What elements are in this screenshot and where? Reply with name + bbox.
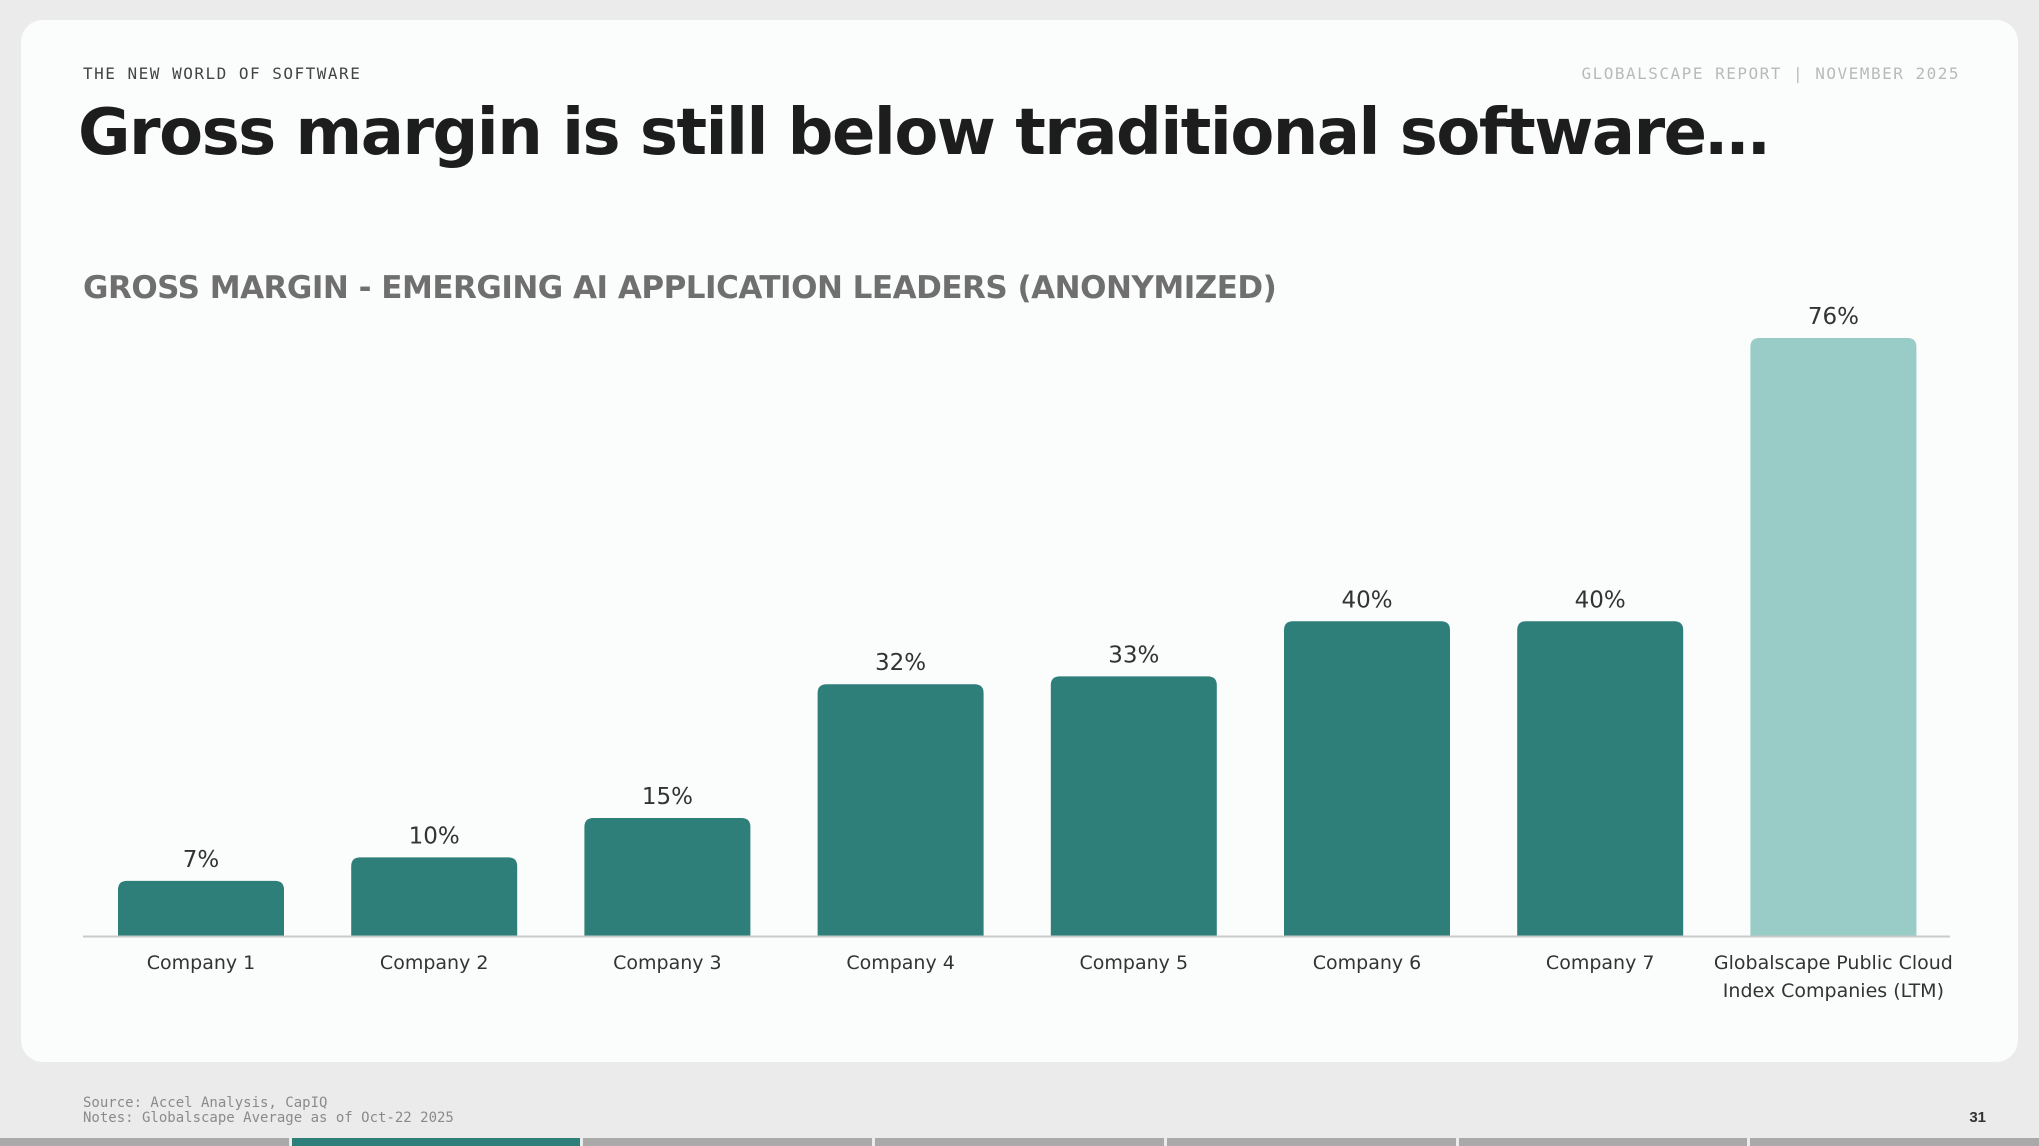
notes-note: Notes: Globalscape Average as of Oct-22 … — [83, 1110, 454, 1126]
category-label-line: Company 5 — [1080, 952, 1189, 974]
bar-8 — [1750, 338, 1917, 936]
category-label-line: Index Companies (LTM) — [1723, 980, 1944, 1002]
value-label-6: 40% — [1341, 587, 1392, 613]
value-label-7: 40% — [1575, 587, 1626, 613]
progress-segment-1[interactable] — [0, 1138, 289, 1146]
page-title: Gross margin is still below traditional … — [78, 96, 1770, 170]
category-label-6: Company 6 — [1313, 952, 1422, 974]
source-note: Source: Accel Analysis, CapIQ — [83, 1095, 328, 1111]
bar-5 — [1050, 676, 1217, 936]
category-label-line: Company 1 — [147, 952, 256, 974]
progress-segment-7[interactable] — [1750, 1138, 2039, 1146]
progress-segment-6[interactable] — [1458, 1138, 1748, 1146]
progress-segment-2[interactable] — [291, 1138, 581, 1146]
slide-progress-bar — [0, 1138, 2039, 1146]
category-label-line: Company 3 — [613, 952, 722, 974]
category-label-line: Globalscape Public Cloud — [1714, 952, 1953, 974]
value-label-1: 7% — [183, 847, 220, 873]
chart-title: GROSS MARGIN - EMERGING AI APPLICATION L… — [83, 270, 1277, 306]
report-label: GLOBALSCAPE REPORT | NOVEMBER 2025 — [1581, 64, 1960, 83]
bar-1 — [118, 880, 284, 936]
value-label-5: 33% — [1108, 642, 1159, 668]
category-label-line: Company 2 — [380, 952, 489, 974]
category-label-line: Company 7 — [1546, 952, 1655, 974]
category-label-1: Company 1 — [147, 952, 256, 974]
value-label-2: 10% — [409, 823, 460, 849]
value-label-4: 32% — [875, 650, 926, 676]
category-label-2: Company 2 — [380, 952, 489, 974]
labels-group: 7% Company 1 10% Company 2 15% Company 3 32% Co… — [147, 304, 1953, 1002]
value-label-3: 15% — [642, 784, 693, 810]
bar-4 — [817, 684, 984, 936]
value-label-8: 76% — [1808, 304, 1859, 330]
category-label-line: Company 6 — [1313, 952, 1422, 974]
bars-group — [118, 338, 1917, 936]
bar-6 — [1284, 621, 1450, 936]
progress-segment-5[interactable] — [1166, 1138, 1456, 1146]
progress-segment-4[interactable] — [875, 1138, 1164, 1146]
progress-segment-3[interactable] — [583, 1138, 873, 1146]
category-label-3: Company 3 — [613, 952, 722, 974]
section-eyebrow: THE NEW WORLD OF SOFTWARE — [83, 64, 362, 83]
bar-3 — [584, 817, 751, 936]
category-label-line: Company 4 — [846, 952, 955, 974]
bar-2 — [351, 857, 518, 936]
bar-7 — [1517, 621, 1684, 936]
category-label-7: Company 7 — [1546, 952, 1655, 974]
category-label-8: Globalscape Public Cloud Index Companies … — [1714, 952, 1953, 1002]
category-label-4: Company 4 — [846, 952, 955, 974]
category-label-5: Company 5 — [1080, 952, 1189, 974]
page-number: 31 — [1969, 1109, 1986, 1126]
